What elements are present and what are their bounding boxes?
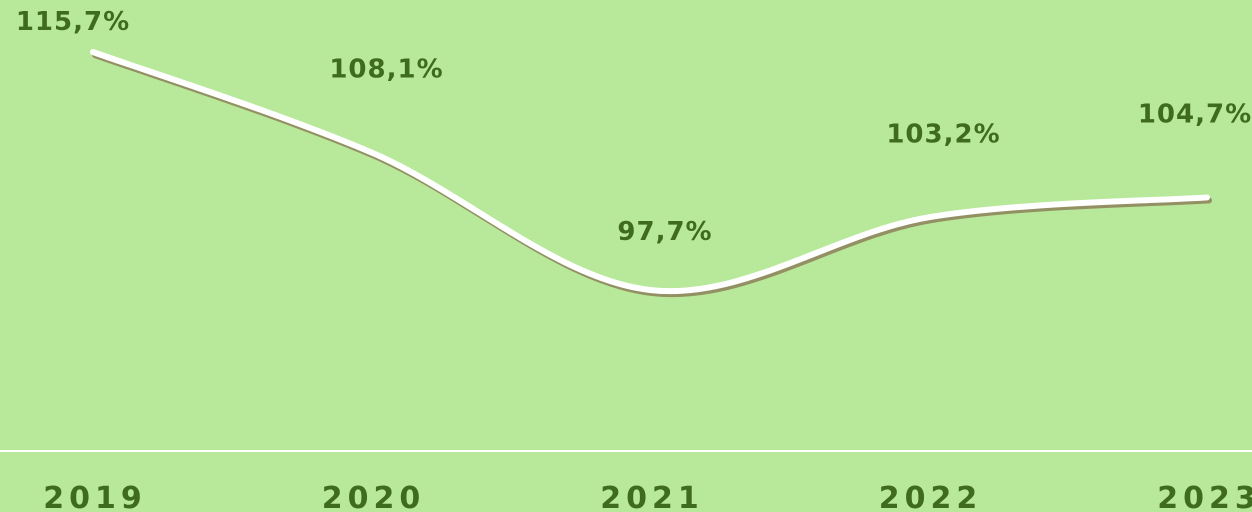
x-tick-label: 2022	[879, 481, 983, 512]
line	[90, 49, 1210, 295]
value-label: 115,7%	[16, 7, 130, 37]
value-label: 104,7%	[1138, 99, 1252, 129]
x-tick-label: 2021	[600, 481, 704, 512]
x-tick-label: 2020	[322, 481, 426, 512]
x-tick-label: 2023	[1157, 481, 1252, 512]
value-label: 97,7%	[617, 217, 712, 247]
x-tick-label: 2019	[43, 481, 147, 512]
value-label: 103,2%	[886, 119, 1000, 149]
value-label: 108,1%	[329, 54, 443, 84]
